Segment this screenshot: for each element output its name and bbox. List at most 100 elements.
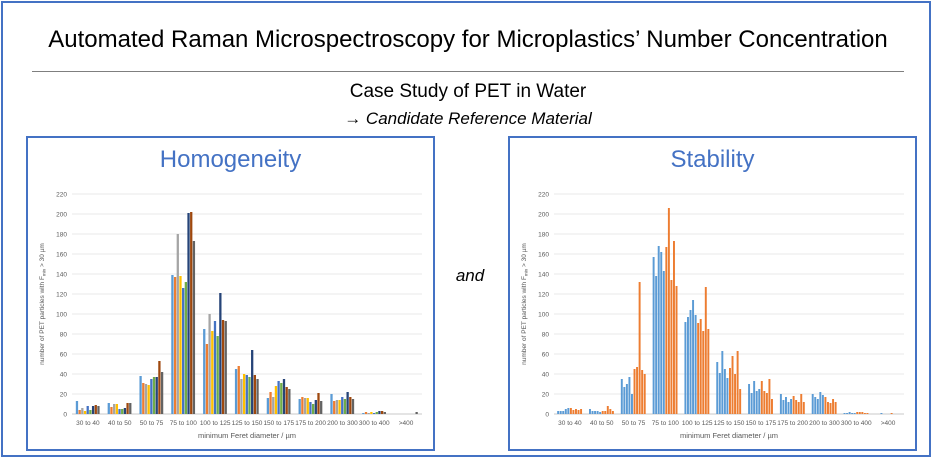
y-tick-label: 200 xyxy=(538,212,549,219)
bar xyxy=(596,411,599,414)
bar xyxy=(800,394,803,414)
bar xyxy=(580,409,583,414)
bar xyxy=(182,288,185,414)
bar xyxy=(242,374,246,414)
page-subnote: → Candidate Reference Material xyxy=(344,109,592,128)
bar xyxy=(625,384,628,414)
bar xyxy=(152,377,156,414)
bar xyxy=(415,412,418,414)
bar xyxy=(716,362,719,414)
x-tick-label: 150 to 175 xyxy=(263,420,294,427)
x-tick-label: 175 to 200 xyxy=(777,420,808,427)
bar xyxy=(224,321,227,414)
x-axis-title: minimum Feret diameter / µm xyxy=(198,431,296,440)
bar xyxy=(670,280,673,414)
bar xyxy=(338,400,341,414)
homogeneity-panel: Homogeneity 0 20 40 60 80 100 120 140 160 180 200 2… xyxy=(26,136,435,451)
y-tick-label: 140 xyxy=(538,272,549,279)
bar xyxy=(802,402,805,414)
y-tick-label: 140 xyxy=(56,272,67,279)
bar xyxy=(559,411,562,414)
bar xyxy=(274,386,278,414)
bar xyxy=(843,413,846,414)
bar xyxy=(83,411,87,414)
bar xyxy=(609,409,612,414)
bar xyxy=(890,413,893,414)
bar xyxy=(750,393,753,414)
y-axis-title: number of PET particles with Fmin > 30 µ… xyxy=(39,243,47,365)
x-tick-label: 100 to 125 xyxy=(682,420,713,427)
bar xyxy=(277,381,280,414)
bar xyxy=(699,319,702,414)
bar xyxy=(673,241,675,414)
bar xyxy=(213,321,217,414)
bar xyxy=(792,396,795,414)
bar xyxy=(631,394,633,414)
bar xyxy=(221,320,225,414)
bar xyxy=(375,412,378,414)
bar xyxy=(129,403,132,414)
bar xyxy=(763,391,766,414)
bar xyxy=(824,397,827,414)
bar xyxy=(187,213,190,414)
bar xyxy=(303,398,307,414)
stability-chart: 0 20 40 60 80 100 120 140 160 180 200 220 30 to 40 40… xyxy=(521,192,904,440)
homogeneity-chart: 0 20 40 60 80 100 120 140 160 180 200 220 30 to 40 40… xyxy=(39,192,422,440)
bar xyxy=(726,378,729,414)
bar xyxy=(245,375,248,414)
bar xyxy=(704,287,707,414)
bar xyxy=(832,399,835,414)
x-tick-label: 125 to 150 xyxy=(714,420,745,427)
x-tick-label: >400 xyxy=(881,420,896,427)
bar xyxy=(594,411,597,414)
y-tick-label: 60 xyxy=(542,352,550,359)
bar xyxy=(652,257,655,414)
bar xyxy=(779,394,782,414)
bar xyxy=(75,401,79,414)
bar xyxy=(341,397,344,414)
bar xyxy=(863,413,866,414)
bar xyxy=(155,377,158,414)
y-tick-label: 120 xyxy=(56,292,67,299)
x-tick-label: 75 to 100 xyxy=(170,420,197,427)
y-tick-label: 0 xyxy=(545,412,549,419)
bar xyxy=(827,402,829,414)
bar xyxy=(606,406,609,414)
x-tick-label: 300 to 400 xyxy=(359,420,390,427)
bar xyxy=(748,384,751,414)
bar xyxy=(147,385,150,414)
bar xyxy=(179,276,182,414)
x-tick-label: 200 to 300 xyxy=(809,420,840,427)
bar xyxy=(311,404,315,414)
bar xyxy=(372,413,376,414)
bar xyxy=(160,372,164,414)
x-tick-label: 30 to 40 xyxy=(76,420,100,427)
x-tick-label: 50 to 75 xyxy=(140,420,164,427)
bar xyxy=(86,406,89,414)
bar xyxy=(333,401,336,414)
bar xyxy=(208,314,211,414)
bar xyxy=(572,410,575,414)
bar xyxy=(567,408,570,414)
bar xyxy=(589,409,591,414)
bar xyxy=(753,381,756,414)
bar xyxy=(816,399,819,414)
bar xyxy=(880,413,883,414)
bar xyxy=(362,413,365,414)
bar xyxy=(378,411,381,414)
bar xyxy=(853,413,856,414)
bar xyxy=(771,399,773,414)
stability-panel: Stability 0 20 40 60 80 100 120 140 160 180 200 220… xyxy=(508,136,917,451)
bar xyxy=(846,413,849,414)
bar xyxy=(203,329,206,414)
bar xyxy=(687,317,689,414)
bar xyxy=(768,379,771,414)
bar xyxy=(655,276,658,414)
x-tick-label: 40 to 50 xyxy=(108,420,132,427)
bar xyxy=(288,389,291,414)
y-tick-label: 40 xyxy=(542,372,550,379)
bar xyxy=(216,336,219,414)
bar xyxy=(848,412,851,414)
bar xyxy=(697,323,700,414)
stability-title: Stability xyxy=(670,146,755,173)
